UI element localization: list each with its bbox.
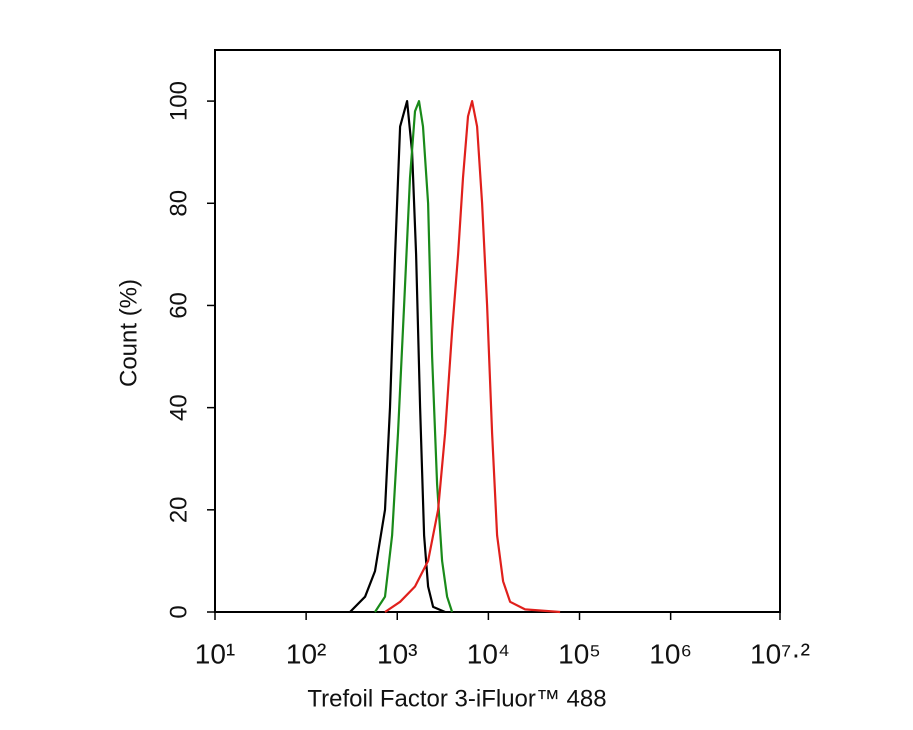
y-tick-label: 40: [165, 394, 192, 421]
x-tick-label: 10⁴: [467, 638, 510, 669]
y-tick-label: 100: [165, 81, 192, 121]
x-axis-label: Trefoil Factor 3-iFluor™ 488: [307, 685, 606, 712]
x-tick-label: 10³: [377, 638, 417, 669]
x-tick-label: 10²: [286, 638, 326, 669]
y-tick-label: 80: [165, 190, 192, 217]
x-tick-label: 10⁷·²: [750, 638, 810, 669]
histogram-line: [384, 100, 561, 614]
histogram-line: [349, 100, 446, 614]
histogram-line: [374, 100, 454, 613]
y-tick-label: 60: [165, 292, 192, 319]
y-tick-label: 20: [165, 496, 192, 523]
plot-frame: [214, 49, 781, 613]
y-axis-label: Count (%): [115, 279, 142, 387]
x-tick-label: 10⁵: [558, 638, 601, 669]
y-tick-label: 0: [165, 605, 192, 618]
x-tick-label: 10¹: [195, 638, 235, 669]
x-tick-label: 10⁶: [649, 638, 692, 669]
